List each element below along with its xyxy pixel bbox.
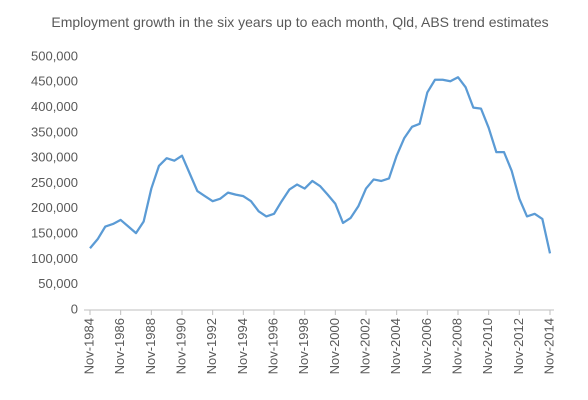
x-tick-label: Nov-1992 (204, 318, 219, 374)
y-tick-label: 300,000 (31, 150, 78, 165)
x-tick-label: Nov-2000 (327, 318, 342, 374)
x-tick-label: Nov-1988 (143, 318, 158, 374)
x-tick-label: Nov-2006 (419, 318, 434, 374)
x-tick-label: Nov-1996 (265, 318, 280, 374)
y-tick-label: 450,000 (31, 74, 78, 89)
y-tick-label: 50,000 (38, 276, 78, 291)
chart-title: Employment growth in the six years up to… (51, 14, 549, 30)
x-tick-label: Nov-2012 (511, 318, 526, 374)
x-tick-label: Nov-1990 (173, 318, 188, 374)
x-tick-label: Nov-2014 (541, 318, 556, 374)
y-tick-label: 200,000 (31, 200, 78, 215)
y-tick-label: 350,000 (31, 124, 78, 139)
x-tick-label: Nov-2010 (480, 318, 495, 374)
y-tick-label: 500,000 (31, 48, 78, 63)
x-tick-label: Nov-2004 (388, 318, 403, 374)
y-tick-label: 100,000 (31, 251, 78, 266)
y-tick-label: 0 (71, 301, 78, 316)
x-tick-label: Nov-1998 (296, 318, 311, 374)
y-tick-label: 250,000 (31, 175, 78, 190)
x-tick-label: Nov-1986 (112, 318, 127, 374)
data-line (89, 76, 552, 254)
x-tick-label: Nov-1984 (81, 318, 96, 374)
x-tick-label: Nov-1994 (235, 318, 250, 374)
x-tick-label: Nov-2002 (357, 318, 372, 374)
y-tick-label: 150,000 (31, 226, 78, 241)
y-tick-label: 400,000 (31, 99, 78, 114)
x-tick-label: Nov-2008 (449, 318, 464, 374)
